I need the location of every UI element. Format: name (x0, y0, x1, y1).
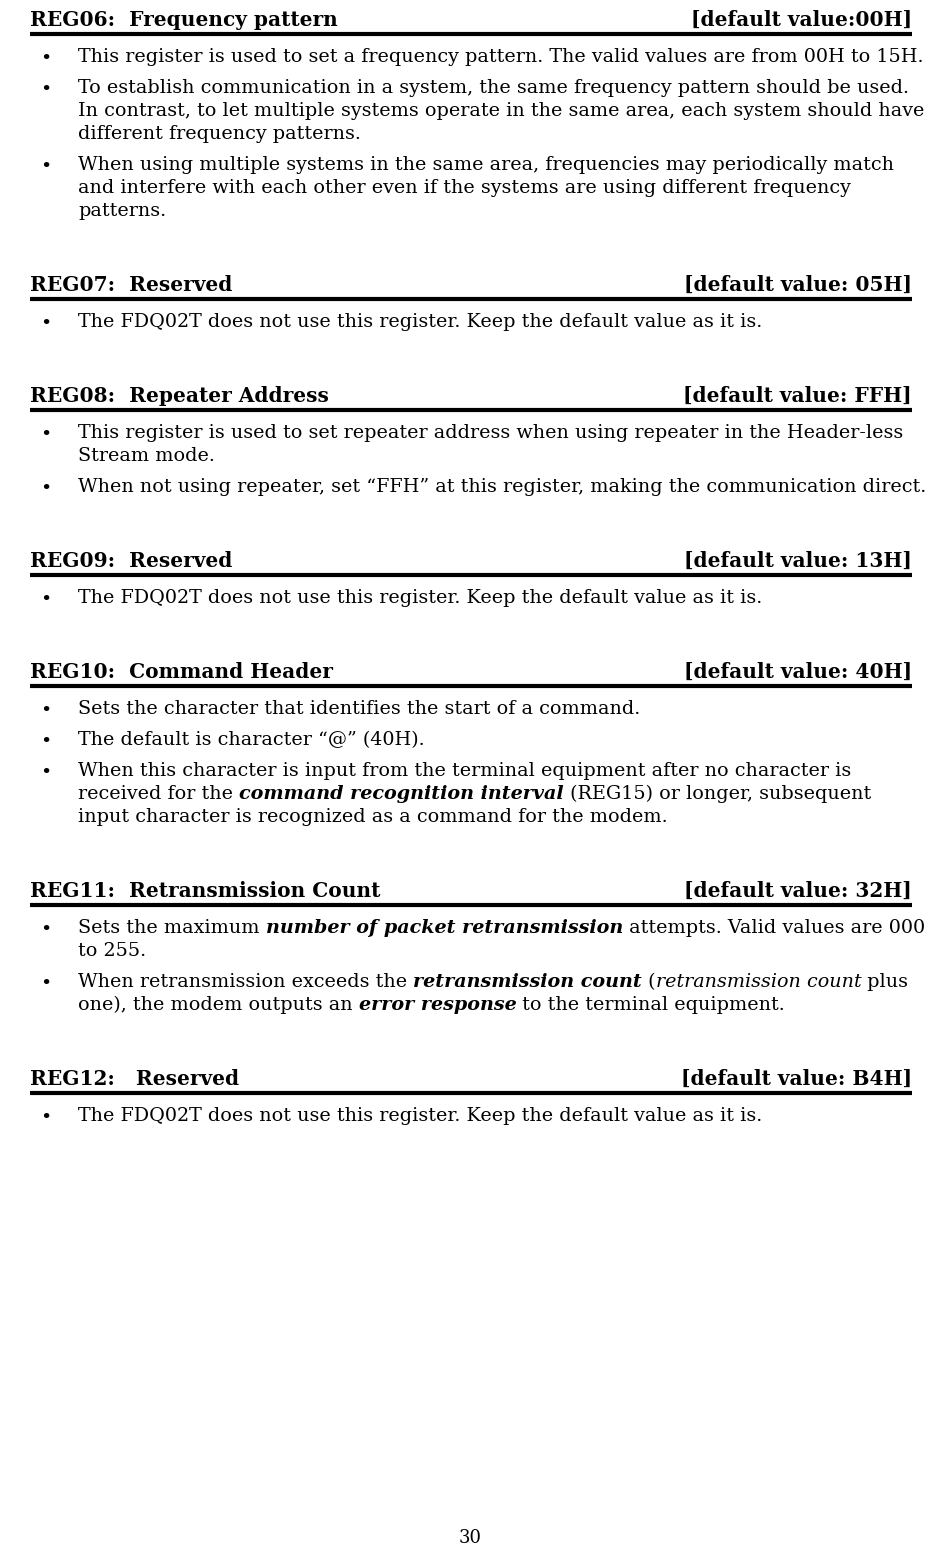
Text: This register is used to set a frequency pattern. The valid values are from 00H : This register is used to set a frequency… (78, 48, 923, 65)
Text: •: • (40, 315, 52, 332)
Text: •: • (40, 50, 52, 68)
Text: and interfere with each other even if the systems are using different frequency: and interfere with each other even if th… (78, 179, 851, 197)
Text: •: • (40, 764, 52, 783)
Text: •: • (40, 480, 52, 499)
Text: The FDQ02T does not use this register. Keep the default value as it is.: The FDQ02T does not use this register. K… (78, 1107, 762, 1124)
Text: REG12:   Reserved: REG12: Reserved (30, 1068, 239, 1089)
Text: When using multiple systems in the same area, frequencies may periodically match: When using multiple systems in the same … (78, 155, 894, 174)
Text: REG11:  Retransmission Count: REG11: Retransmission Count (30, 881, 381, 901)
Text: [default value: 32H]: [default value: 32H] (684, 881, 912, 901)
Text: 30: 30 (459, 1530, 481, 1547)
Text: •: • (40, 702, 52, 721)
Text: [default value: B4H]: [default value: B4H] (681, 1068, 912, 1089)
Text: plus: plus (861, 974, 908, 991)
Text: Stream mode.: Stream mode. (78, 447, 215, 464)
Text: [default value: 05H]: [default value: 05H] (684, 275, 912, 295)
Text: [default value: FFH]: [default value: FFH] (683, 387, 912, 405)
Text: to 255.: to 255. (78, 943, 146, 960)
Text: Sets the maximum: Sets the maximum (78, 919, 266, 936)
Text: input character is recognized as a command for the modem.: input character is recognized as a comma… (78, 808, 667, 826)
Text: one), the modem outputs an: one), the modem outputs an (78, 995, 359, 1014)
Text: This register is used to set repeater address when using repeater in the Header-: This register is used to set repeater ad… (78, 424, 903, 443)
Text: •: • (40, 975, 52, 992)
Text: •: • (40, 592, 52, 609)
Text: (: ( (642, 974, 655, 991)
Text: REG09:  Reserved: REG09: Reserved (30, 551, 232, 572)
Text: When retransmission exceeds the: When retransmission exceeds the (78, 974, 414, 991)
Text: command recognition interval: command recognition interval (239, 784, 564, 803)
Text: The FDQ02T does not use this register. Keep the default value as it is.: The FDQ02T does not use this register. K… (78, 314, 762, 331)
Text: When this character is input from the terminal equipment after no character is: When this character is input from the te… (78, 763, 852, 780)
Text: •: • (40, 426, 52, 444)
Text: The FDQ02T does not use this register. Keep the default value as it is.: The FDQ02T does not use this register. K… (78, 589, 762, 607)
Text: retransmission count: retransmission count (414, 974, 642, 991)
Text: To establish communication in a system, the same frequency pattern should be use: To establish communication in a system, … (78, 79, 909, 96)
Text: REG08:  Repeater Address: REG08: Repeater Address (30, 387, 329, 405)
Text: [default value: 40H]: [default value: 40H] (684, 662, 912, 682)
Text: error response: error response (359, 995, 516, 1014)
Text: •: • (40, 733, 52, 752)
Text: to the terminal equipment.: to the terminal equipment. (516, 995, 785, 1014)
Text: REG07:  Reserved: REG07: Reserved (30, 275, 232, 295)
Text: number of packet retransmission: number of packet retransmission (266, 919, 623, 936)
Text: When not using repeater, set “FFH” at this register, making the communication di: When not using repeater, set “FFH” at th… (78, 478, 926, 495)
Text: different frequency patterns.: different frequency patterns. (78, 124, 361, 143)
Text: Sets the character that identifies the start of a command.: Sets the character that identifies the s… (78, 700, 640, 717)
Text: [default value: 13H]: [default value: 13H] (684, 551, 912, 572)
Text: •: • (40, 921, 52, 940)
Text: In contrast, to let multiple systems operate in the same area, each system shoul: In contrast, to let multiple systems ope… (78, 102, 924, 120)
Text: received for the: received for the (78, 784, 239, 803)
Text: •: • (40, 158, 52, 175)
Text: attempts. Valid values are 000: attempts. Valid values are 000 (623, 919, 925, 936)
Text: •: • (40, 1109, 52, 1127)
Text: (REG15) or longer, subsequent: (REG15) or longer, subsequent (564, 784, 871, 803)
Text: •: • (40, 81, 52, 99)
Text: retransmission count: retransmission count (655, 974, 861, 991)
Text: The default is character “@” (40H).: The default is character “@” (40H). (78, 731, 425, 749)
Text: REG10:  Command Header: REG10: Command Header (30, 662, 333, 682)
Text: patterns.: patterns. (78, 202, 166, 221)
Text: REG06:  Frequency pattern: REG06: Frequency pattern (30, 9, 337, 30)
Text: [default value:00H]: [default value:00H] (691, 9, 912, 30)
